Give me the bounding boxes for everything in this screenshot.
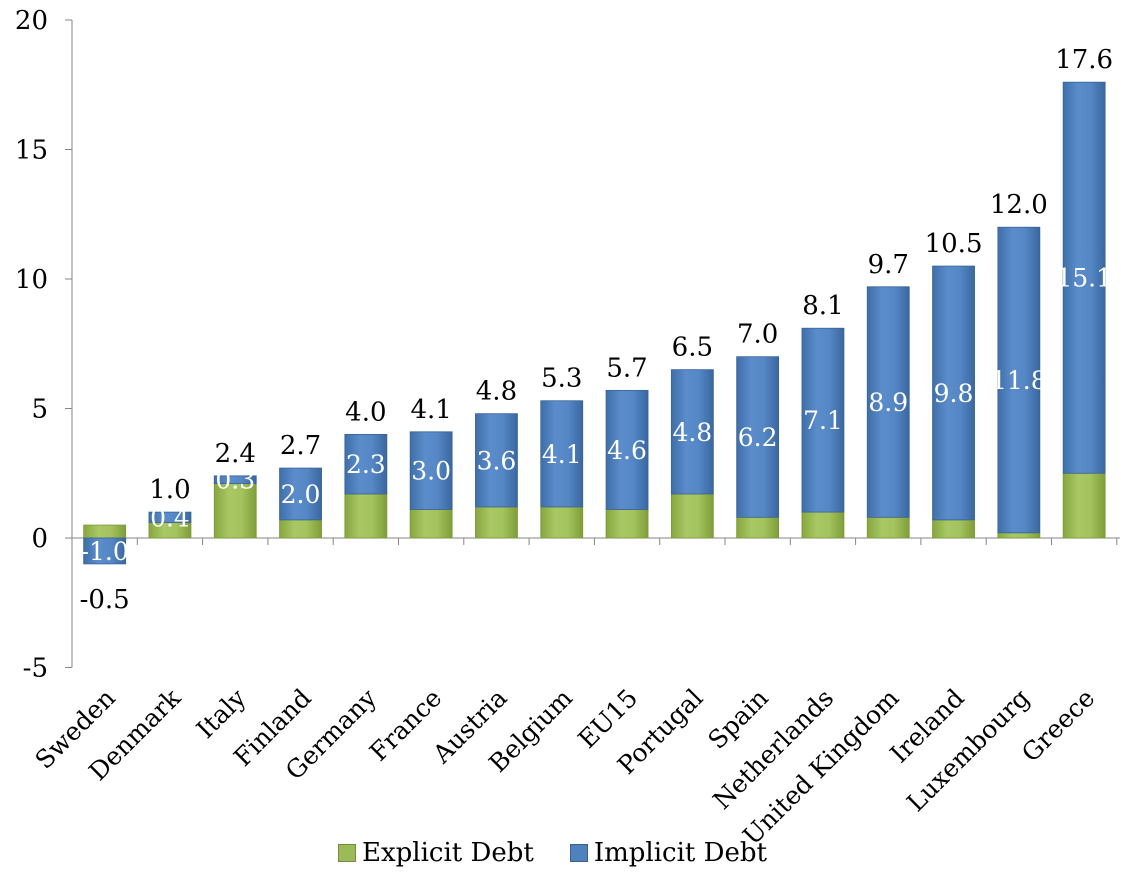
bar-explicit-luxembourg xyxy=(997,532,1041,539)
bar-implicit-greece xyxy=(1062,81,1106,474)
bar-implicit-finland xyxy=(279,467,322,521)
implicit-data-label: 9.8 xyxy=(934,379,974,408)
total-data-label: 4.1 xyxy=(410,395,451,425)
implicit-data-label: 7.1 xyxy=(803,406,843,435)
bar-implicit-italy xyxy=(213,475,257,485)
bar-explicit-greece xyxy=(1062,472,1106,539)
y-tick-label: 0 xyxy=(31,524,48,554)
y-tick-label: 10 xyxy=(15,265,48,295)
bar-implicit-belgium xyxy=(540,400,584,508)
legend: Explicit Debt Implicit Debt xyxy=(338,838,803,868)
bar-explicit-portugal xyxy=(670,493,714,539)
implicit-data-label: 6.2 xyxy=(738,423,778,452)
y-tick-label: 5 xyxy=(31,395,48,425)
total-data-label: 6.5 xyxy=(672,333,713,363)
bars xyxy=(83,81,1106,565)
total-data-label: 4.8 xyxy=(476,377,517,407)
bar-explicit-spain xyxy=(736,516,780,539)
bar-implicit-spain xyxy=(736,356,780,518)
bar-explicit-united-kingdom xyxy=(866,516,910,539)
bar-implicit-luxembourg xyxy=(997,226,1041,534)
bar-implicit-united-kingdom xyxy=(866,286,910,518)
bar-implicit-germany xyxy=(344,433,388,495)
bar-implicit-portugal xyxy=(670,369,714,495)
implicit-data-label: 0.3 xyxy=(215,466,255,495)
implicit-data-label: 8.9 xyxy=(868,388,908,417)
implicit-data-label: 11.8 xyxy=(991,366,1047,395)
axes: -5 0 5 10 15 20 xyxy=(15,6,1120,684)
legend-swatch-explicit xyxy=(338,844,356,862)
implicit-data-label: 4.1 xyxy=(542,440,582,469)
bar-implicit-ireland xyxy=(932,265,975,521)
bar-explicit-netherlands xyxy=(801,511,845,539)
y-tick-label: 20 xyxy=(15,6,48,36)
total-data-label: 2.7 xyxy=(280,431,321,461)
bar-explicit-austria xyxy=(475,506,518,539)
bar-implicit-france xyxy=(409,431,453,510)
legend-swatch-implicit xyxy=(569,844,588,862)
x-category-label: Greece xyxy=(1016,683,1100,767)
implicit-data-label: -1.0 xyxy=(81,537,129,566)
total-data-label: 4.0 xyxy=(345,397,386,427)
total-data-label: 10.5 xyxy=(925,229,983,259)
total-data-label: 17.6 xyxy=(1055,45,1113,75)
total-data-label: 12.0 xyxy=(990,190,1048,220)
implicit-data-label: 2.3 xyxy=(346,450,386,479)
implicit-data-label: 0.4 xyxy=(150,503,190,532)
bar-explicit-eu15 xyxy=(605,509,649,539)
bar-explicit-finland xyxy=(279,519,322,539)
bar-explicit-germany xyxy=(344,493,388,539)
bar-implicit-denmark xyxy=(148,511,192,523)
x-category-label: Italy xyxy=(191,683,252,744)
total-data-label: 8.1 xyxy=(802,291,843,321)
implicit-data-label: 15.1 xyxy=(1056,264,1112,293)
total-data-label: -0.5 xyxy=(80,585,130,615)
total-data-label: 5.7 xyxy=(606,353,647,383)
bar-implicit-netherlands xyxy=(801,327,845,513)
bar-implicit-eu15 xyxy=(605,389,649,510)
legend-label-explicit: Explicit Debt xyxy=(362,838,534,868)
implicit-data-label: 3.0 xyxy=(411,457,451,486)
implicit-data-label: 4.6 xyxy=(607,436,647,465)
y-tick-label: 15 xyxy=(15,136,48,166)
implicit-data-label: 3.6 xyxy=(477,446,517,475)
bar-implicit-austria xyxy=(475,413,518,508)
total-data-label: 1.0 xyxy=(149,475,190,505)
bar-explicit-belgium xyxy=(540,506,584,539)
total-data-label: 7.0 xyxy=(737,320,778,350)
total-data-label: 5.3 xyxy=(541,364,582,394)
total-data-label: 9.7 xyxy=(868,250,909,280)
bar-explicit-ireland xyxy=(932,519,975,539)
y-tick-label: -5 xyxy=(23,654,48,684)
bar-implicit-sweden xyxy=(83,537,127,565)
legend-item-explicit: Explicit Debt xyxy=(338,838,534,868)
implicit-data-label: 2.0 xyxy=(281,480,321,509)
legend-item-implicit: Implicit Debt xyxy=(569,838,767,868)
total-data-label: 2.4 xyxy=(215,439,256,469)
bar-explicit-france xyxy=(409,509,453,539)
implicit-data-label: 4.8 xyxy=(672,418,712,447)
legend-label-implicit: Implicit Debt xyxy=(593,838,767,868)
